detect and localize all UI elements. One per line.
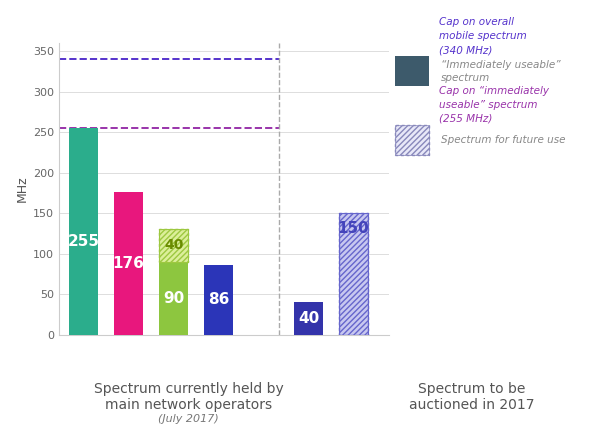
Bar: [395, 125, 430, 155]
Text: (July 2017): (July 2017): [159, 414, 219, 424]
Bar: [159, 229, 188, 262]
Bar: [204, 265, 233, 335]
Bar: [339, 213, 368, 335]
Text: 90: 90: [163, 291, 184, 305]
Bar: [395, 125, 430, 155]
Bar: [395, 56, 430, 87]
Text: “Immediately useable”
spectrum: “Immediately useable” spectrum: [441, 60, 560, 83]
Bar: [114, 192, 143, 335]
Text: 255: 255: [68, 234, 100, 249]
Text: 40: 40: [298, 311, 319, 326]
Bar: [159, 229, 188, 262]
Text: Cap on “immediately
useable” spectrum
(255 MHz): Cap on “immediately useable” spectrum (2…: [439, 86, 549, 124]
Text: 86: 86: [208, 292, 230, 307]
Text: Spectrum currently held by
main network operators: Spectrum currently held by main network …: [94, 382, 284, 412]
Bar: [69, 128, 99, 335]
Text: Cap on overall
mobile spectrum
(340 MHz): Cap on overall mobile spectrum (340 MHz): [439, 17, 527, 55]
Y-axis label: MHz: MHz: [16, 175, 29, 202]
Text: Spectrum to be
auctioned in 2017: Spectrum to be auctioned in 2017: [409, 382, 535, 412]
Text: Spectrum for future use: Spectrum for future use: [441, 135, 565, 145]
Text: 176: 176: [113, 256, 145, 271]
Text: 40: 40: [164, 239, 183, 253]
Bar: [339, 213, 368, 335]
Bar: [294, 302, 323, 335]
Bar: [159, 262, 188, 335]
Text: 150: 150: [337, 221, 369, 236]
